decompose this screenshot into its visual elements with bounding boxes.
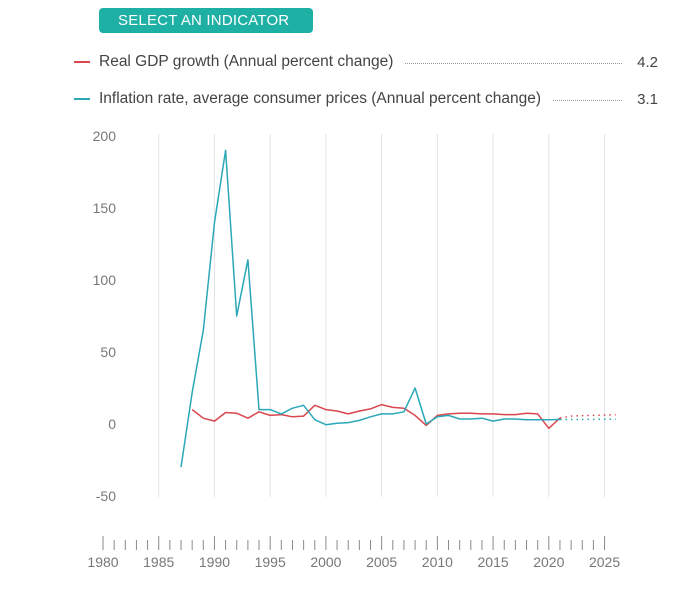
x-tick-label: 2005: [366, 554, 397, 570]
series-layer: [180, 149, 616, 468]
x-tick-label: 1980: [87, 554, 118, 570]
legend-label-gdp: Real GDP growth (Annual percent change): [99, 53, 394, 70]
legend-leader-dots: [553, 99, 622, 101]
y-tick-label: 50: [100, 344, 116, 360]
y-tick-label: 100: [93, 272, 117, 288]
y-tick-label: 0: [108, 416, 116, 432]
x-axis: 1980 1985 1990 1995 2000 2005 2010 2015 2020 2025: [87, 536, 620, 570]
x-tick-label: 1985: [143, 554, 174, 570]
x-tick-label: 2015: [478, 554, 509, 570]
legend-value-inflation: 3.1: [637, 90, 658, 108]
legend-swatch-inflation: [74, 98, 90, 100]
x-tick-label: 2020: [533, 554, 564, 570]
legend-item-gdp[interactable]: Real GDP growth (Annual percent change) …: [74, 51, 658, 73]
legend-label-inflation: Inflation rate, average consumer prices …: [99, 90, 541, 107]
select-indicator-button[interactable]: SELECT AN INDICATOR: [99, 8, 313, 33]
y-tick-label: -50: [96, 488, 116, 504]
gridlines: [158, 134, 606, 497]
legend-swatch-gdp: [74, 61, 90, 63]
x-tick-label: 2025: [589, 554, 620, 570]
legend-value-gdp: 4.2: [637, 53, 658, 71]
series-projection-0: [559, 414, 616, 419]
y-tick-label: 200: [93, 128, 117, 144]
legend-item-inflation[interactable]: Inflation rate, average consumer prices …: [74, 88, 658, 110]
series-line-0[interactable]: [191, 403, 561, 430]
x-tick-label: 1995: [255, 554, 286, 570]
x-tick-label: 2010: [422, 554, 453, 570]
y-tick-label: 150: [93, 200, 117, 216]
legend-leader-dots: [405, 62, 622, 64]
x-tick-label: 2000: [310, 554, 341, 570]
y-axis-ticks: 200 150 100 50 0 -50: [93, 128, 117, 504]
series-line-1[interactable]: [180, 149, 561, 468]
x-tick-label: 1990: [199, 554, 230, 570]
